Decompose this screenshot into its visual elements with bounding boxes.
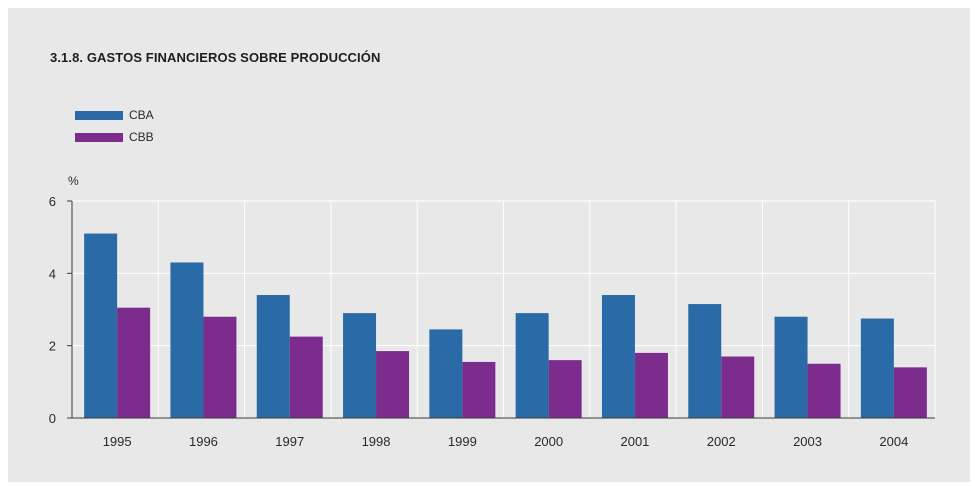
bar-cbb-1995 bbox=[117, 307, 151, 418]
bar-cba-1998 bbox=[343, 313, 377, 418]
bar-cbb-1998 bbox=[376, 351, 410, 418]
legend: CBA CBB bbox=[75, 106, 154, 150]
y-axis-label: % bbox=[68, 174, 79, 188]
x-tick-label: 1997 bbox=[275, 434, 304, 449]
bar-cba-1999 bbox=[429, 329, 463, 418]
y-tick-label: 2 bbox=[49, 339, 56, 354]
chart-title: 3.1.8. GASTOS FINANCIEROS SOBRE PRODUCCI… bbox=[50, 50, 381, 65]
bar-cbb-2004 bbox=[893, 367, 927, 418]
legend-label-cba: CBA bbox=[129, 108, 154, 122]
x-tick-label: 2000 bbox=[534, 434, 563, 449]
legend-item-cbb: CBB bbox=[75, 128, 154, 146]
bar-cba-2001 bbox=[601, 295, 635, 418]
bar-cbb-1996 bbox=[203, 316, 237, 418]
legend-swatch-cbb bbox=[75, 132, 123, 142]
bar-cba-1995 bbox=[84, 233, 118, 418]
x-tick-label: 1995 bbox=[103, 434, 132, 449]
bar-cba-2003 bbox=[774, 316, 808, 418]
y-tick-label: 0 bbox=[49, 411, 56, 426]
legend-label-cbb: CBB bbox=[129, 130, 154, 144]
x-tick-label: 1999 bbox=[448, 434, 477, 449]
x-tick-label: 2003 bbox=[793, 434, 822, 449]
y-tick-label: 4 bbox=[49, 266, 56, 281]
bar-cba-2002 bbox=[688, 304, 722, 418]
bar-cba-2000 bbox=[515, 313, 549, 418]
bar-cba-1997 bbox=[256, 295, 290, 418]
bar-cbb-1999 bbox=[462, 361, 496, 418]
bar-cba-1996 bbox=[170, 262, 204, 418]
bar-cbb-2001 bbox=[634, 352, 668, 418]
x-tick-label: 1998 bbox=[362, 434, 391, 449]
x-tick-label: 2002 bbox=[707, 434, 736, 449]
bar-cbb-2000 bbox=[548, 360, 582, 418]
x-tick-label: 2004 bbox=[879, 434, 908, 449]
x-tick-label: 2001 bbox=[620, 434, 649, 449]
legend-swatch-cba bbox=[75, 110, 123, 120]
legend-item-cba: CBA bbox=[75, 106, 154, 124]
bar-cbb-1997 bbox=[289, 336, 323, 418]
x-tick-label: 1996 bbox=[189, 434, 218, 449]
bar-cbb-2002 bbox=[721, 356, 755, 418]
y-tick-label: 6 bbox=[49, 194, 56, 209]
bar-cba-2004 bbox=[860, 318, 894, 418]
bar-cbb-2003 bbox=[807, 363, 841, 418]
